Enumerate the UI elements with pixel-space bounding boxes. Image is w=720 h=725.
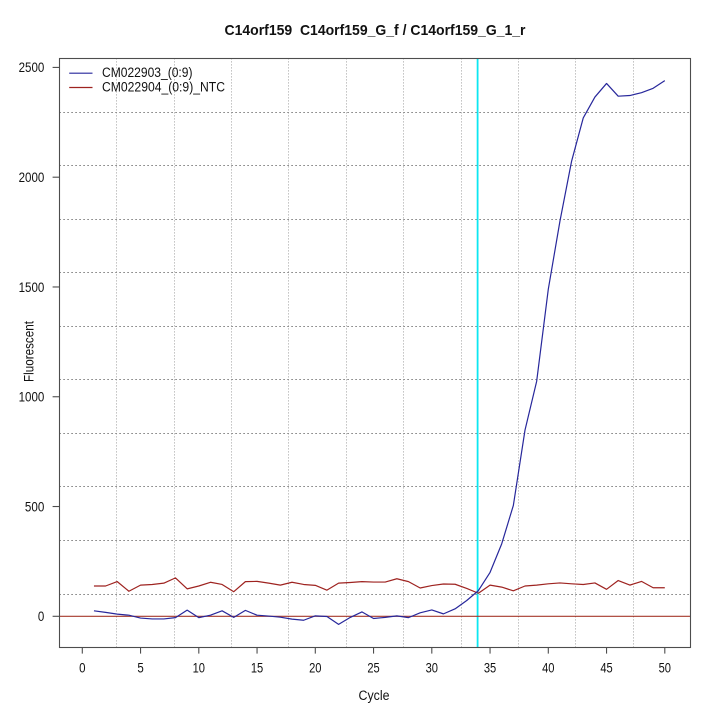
svg-text:20: 20 [309, 660, 321, 675]
svg-text:2500: 2500 [19, 60, 45, 75]
svg-text:Fluorescent: Fluorescent [22, 321, 37, 382]
svg-text:0: 0 [79, 660, 85, 675]
svg-text:CM022904_(0:9)_NTC: CM022904_(0:9)_NTC [102, 80, 225, 95]
svg-text:30: 30 [426, 660, 438, 675]
svg-text:25: 25 [367, 660, 379, 675]
svg-text:CM022903_(0:9): CM022903_(0:9) [102, 65, 193, 80]
svg-text:10: 10 [193, 660, 205, 675]
svg-text:50: 50 [659, 660, 671, 675]
svg-text:40: 40 [542, 660, 554, 675]
svg-text:0: 0 [38, 609, 44, 624]
svg-text:5: 5 [137, 660, 143, 675]
svg-text:500: 500 [25, 499, 44, 514]
svg-text:Cycle: Cycle [359, 688, 390, 703]
svg-text:45: 45 [600, 660, 612, 675]
svg-text:1000: 1000 [19, 390, 45, 405]
svg-text:15: 15 [251, 660, 263, 675]
svg-text:1500: 1500 [19, 280, 45, 295]
svg-text:C14orf159 C14orf159_G_f / C14: C14orf159 C14orf159_G_f / C14orf159_G_1_… [225, 22, 526, 39]
svg-text:2000: 2000 [19, 170, 45, 185]
svg-text:35: 35 [484, 660, 496, 675]
